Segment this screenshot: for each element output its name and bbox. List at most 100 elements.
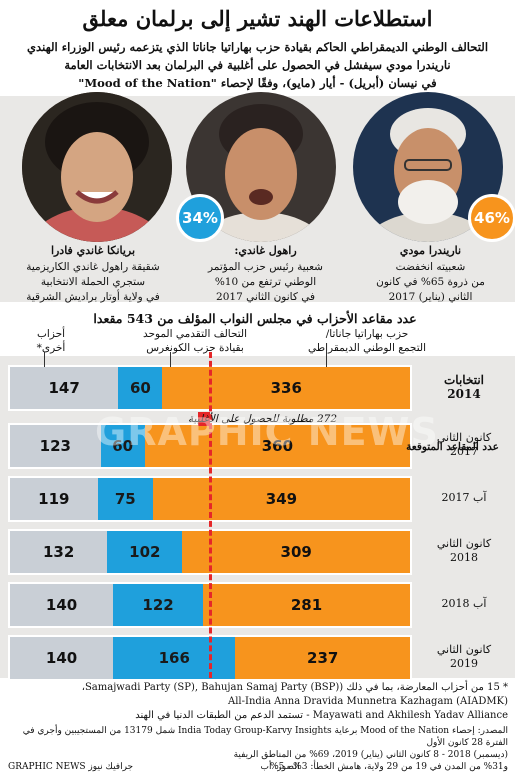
bar-value-label: 60 (112, 437, 134, 455)
row-label-line: 2018 (450, 551, 478, 564)
projected-label: عدد المقاعد المتوقعة (406, 441, 499, 453)
bar-value-label: 123 (39, 437, 71, 455)
bar-others: 140 (10, 584, 114, 626)
bar-value-label: 122 (142, 596, 174, 614)
row-label: انتخابات 2014 (418, 373, 510, 401)
bar-value-label: 360 (261, 437, 294, 455)
priyanka-name: بريانكا غاندي فادرا (50, 244, 136, 257)
credit: GRAPHIC NEWS جرافيك نيوز (8, 762, 134, 772)
bar-value-label: 119 (38, 490, 70, 508)
row-label: كانون الثاني 2017 (418, 431, 510, 459)
description-line: في نيسان (أبريل) - أيار (مايو)، وفقًا لإ… (78, 76, 437, 90)
chart-title: عدد مقاعد الأحزاب في مجلس النواب المؤلف … (93, 311, 417, 326)
row-label-line: انتخابات (444, 373, 484, 387)
desc-line: في كانون الثاني 2017 (216, 291, 315, 303)
row-label: آب 2017 (418, 491, 510, 505)
footnote-line: (All-India Anna Dravida Munnetra Kazhaga… (228, 696, 508, 707)
row-label: كانون الثاني 2019 (418, 643, 510, 671)
row-label-line: 2017 (450, 445, 478, 458)
bar-value-label: 349 (265, 490, 298, 508)
legend-line: التجمع الوطني الديمقراطي (308, 342, 426, 354)
bar-value-label: 132 (42, 543, 75, 561)
bar-value-label: 336 (270, 379, 302, 397)
majority-marker (197, 412, 210, 426)
legend-line: أحزاب (36, 328, 65, 340)
desc-line: ستجري الحملة الانتخابية (40, 276, 146, 288)
desc-line: شعبية رئيس حزب المؤتمر (208, 261, 323, 273)
leader-nda (326, 350, 328, 367)
bar-upa: 122 (113, 584, 203, 626)
modi-name: ناريندرا مودي (399, 244, 462, 257)
bar-upa: 166 (113, 637, 236, 679)
priyanka-desc: شقيقة راهول غاندي الكاريزمية ستجري الحمل… (8, 260, 178, 305)
bar-others: 119 (10, 478, 98, 520)
bar-upa: 60 (100, 425, 145, 467)
footnote-line: * 15 من أحزاب المعارضة، بما في ذلك (Sama… (81, 682, 508, 693)
leader-upa (170, 352, 172, 367)
description-line: التحالف الوطني الديمقراطي الحاكم بقيادة … (26, 40, 489, 54)
photo-credit: الصور: أب (260, 762, 300, 772)
bar-value-label: 281 (290, 596, 323, 614)
row-label-line: آب 2018 (441, 597, 487, 610)
bar-value-label: 75 (114, 490, 136, 508)
bar-value-label: 166 (158, 649, 190, 667)
source-line: (ديسمبر) 2018 - 8 كانون الثاني (يناير) 2… (233, 750, 508, 760)
bar-nda: 360 (144, 425, 410, 467)
bar-nda: 281 (203, 584, 410, 626)
legend-line: أخرى* (36, 342, 66, 354)
bar-row: 119 75 349 (8, 476, 412, 522)
row-label: آب 2018 (418, 597, 510, 611)
desc-line: من ذروة 65% في كانون (376, 276, 485, 288)
bar-value-label: 60 (129, 379, 151, 397)
bar-value-label: 140 (45, 649, 78, 667)
row-label-line: كانون الثاني (436, 431, 492, 444)
legend-nda: حزب بهاراتيا جاناتا/ التجمع الوطني الديم… (292, 327, 442, 355)
desc-line: في ولاية أوتار براديش الشرقية (26, 291, 160, 303)
bar-value-label: 102 (129, 543, 161, 561)
source-note: المصدر: إحصاء Mood of the Nation برعاية … (8, 725, 508, 773)
desc-line: شعبيته انخفضت (395, 261, 466, 273)
rahul-name: راهول غاندي: (234, 244, 297, 257)
source-line: و31% من المدن في 19 من 29 ولاية، هامش ال… (270, 762, 508, 772)
desc-line: الثاني (يناير) 2017 (388, 291, 473, 303)
bar-value-label: 147 (48, 379, 80, 397)
bar-value-label: 140 (45, 596, 78, 614)
row-label: كانون الثاني 2018 (418, 537, 510, 565)
bar-nda: 237 (235, 637, 410, 679)
row-label-line: كانون الثاني (436, 643, 492, 656)
desc-line: الوطني ترتفع من 10% (214, 276, 317, 288)
bar-nda: 336 (162, 367, 410, 409)
bar-row: 140 166 237 (8, 635, 412, 681)
majority-line (208, 352, 212, 678)
bar-others: 123 (10, 425, 101, 467)
rahul-desc: شعبية رئيس حزب المؤتمر الوطني ترتفع من 1… (188, 260, 343, 305)
priyanka-photo (22, 92, 172, 242)
modi-desc: شعبيته انخفضت من ذروة 65% في كانون الثان… (353, 260, 508, 305)
footnote-parties: * 15 من أحزاب المعارضة، بما في ذلك (Sama… (8, 681, 508, 723)
legend-line: التحالف التقدمي الموحد (142, 328, 248, 340)
row-label-line: 2014 (447, 387, 481, 401)
footnote-line: Mayawati and Akhilesh Yadav Alliance - ت… (135, 710, 508, 721)
page-title: استطلاعات الهند تشير إلى برلمان معلق (82, 6, 433, 31)
bar-nda: 309 (182, 531, 410, 573)
legend-line: بقيادة حزب الكونغرس (146, 342, 244, 354)
bar-others: 147 (10, 367, 119, 409)
row-label-line: كانون الثاني (436, 537, 492, 550)
bar-value-label: 309 (280, 543, 312, 561)
modi-badge: 46% (468, 194, 515, 242)
legend-upa: التحالف التقدمي الموحد بقيادة حزب الكونغ… (130, 327, 260, 355)
legend-line: حزب بهاراتيا جاناتا/ (325, 328, 409, 340)
legend-others: أحزاب أخرى* (26, 327, 76, 355)
rahul-badge: 34% (176, 194, 224, 242)
leader-others (44, 352, 46, 367)
bar-others: 140 (10, 637, 114, 679)
description: التحالف الوطني الديمقراطي الحاكم بقيادة … (10, 38, 505, 92)
row-label-line: 2019 (450, 657, 478, 670)
majority-label: 272 مطلوبة للحصول على الأغلبية (188, 413, 338, 425)
description-line: ناريندرا مودي سيفشل في الحصول على أغلبية… (64, 58, 451, 72)
row-label-line: آب 2017 (441, 491, 487, 504)
desc-line: شقيقة راهول غاندي الكاريزمية (26, 261, 160, 273)
bar-upa: 60 (118, 367, 163, 409)
source-line: المصدر: إحصاء Mood of the Nation برعاية … (22, 726, 508, 748)
bar-others: 132 (10, 531, 108, 573)
